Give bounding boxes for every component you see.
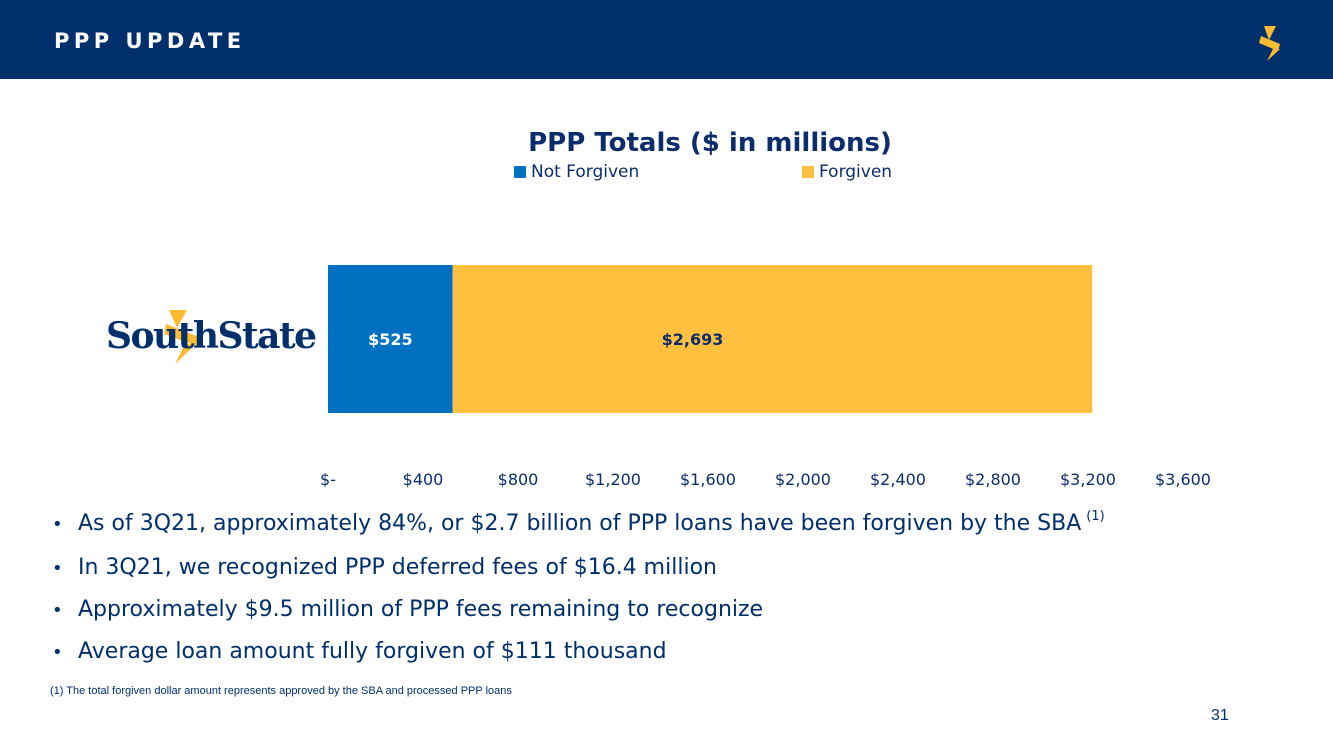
southstate-logo-icon [1259,26,1280,61]
legend-swatch-not-forgiven [514,166,526,178]
brand-name: SouthState [106,315,317,357]
footnote-reference: (1) [1086,509,1105,524]
page-title: PPP UPDATE [54,29,246,53]
bullet-list: • As of 3Q21, approximately 84%, or $2.7… [52,503,1292,673]
x-tick-label: $- [320,470,336,489]
bullet-dot-icon: • [52,642,63,663]
x-tick-label: $1,200 [585,470,641,489]
bullet-dot-icon: • [52,600,63,621]
page-number: 31 [1211,707,1229,724]
chart-plot-area: $525 $2,693 $- $400 $800 $1,200 $1,600 $2,000 $2… [320,265,1211,489]
bullet-dot-icon: • [52,558,63,579]
x-tick-label: $800 [498,470,539,489]
bullet-item: • In 3Q21, we recognized PPP deferred fe… [52,547,1292,589]
x-tick-label: $3,200 [1060,470,1116,489]
legend-label-not-forgiven: Not Forgiven [531,162,640,182]
bullet-item: • Average loan amount fully forgiven of … [52,631,1292,673]
data-label-forgiven: $2,693 [662,330,724,349]
legend-label-forgiven: Forgiven [819,162,893,182]
x-tick-label: $3,600 [1155,470,1211,489]
footnote: (1) The total forgiven dollar amount rep… [50,685,512,697]
header-bar: PPP UPDATE [0,0,1333,79]
data-label-not-forgiven: $525 [368,330,413,349]
legend-item-forgiven: Forgiven [802,162,892,182]
bar-segment-not-forgiven [328,265,453,413]
x-tick-label: $2,800 [965,470,1021,489]
x-tick-label: $400 [403,470,444,489]
bullet-dot-icon: • [52,514,63,535]
legend-swatch-forgiven [802,166,814,178]
bullet-text: Approximately $9.5 million of PPP fees r… [78,597,764,622]
x-tick-label: $2,400 [870,470,926,489]
bar-segment-forgiven [452,265,1093,413]
bullet-text: Average loan amount fully forgiven of $1… [78,639,667,664]
bullet-item: • As of 3Q21, approximately 84%, or $2.7… [52,503,1292,547]
chart-title: PPP Totals ($ in millions) [528,128,892,158]
x-tick-label: $2,000 [775,470,831,489]
bullet-item: • Approximately $9.5 million of PPP fees… [52,589,1292,631]
legend-item-not-forgiven: Not Forgiven [514,162,639,182]
bullet-text: As of 3Q21, approximately 84%, or $2.7 b… [78,511,1082,536]
southstate-brand-logo-icon [164,310,199,364]
bullet-text: In 3Q21, we recognized PPP deferred fees… [78,555,717,580]
x-tick-label: $1,600 [680,470,736,489]
